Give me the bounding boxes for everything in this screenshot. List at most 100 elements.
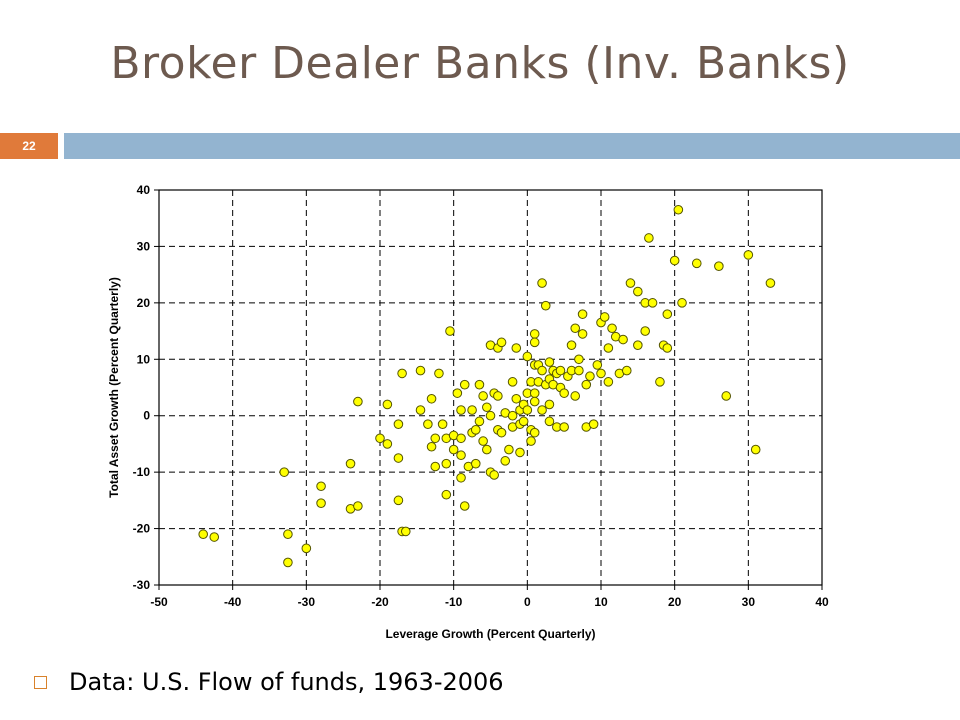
data-point xyxy=(467,405,477,415)
y-axis-label: Total Asset Growth (Percent Quarterly) xyxy=(107,277,121,498)
data-point xyxy=(474,379,485,390)
data-point xyxy=(452,388,463,398)
data-point xyxy=(478,436,488,446)
data-point xyxy=(426,393,437,404)
x-tick-label: -30 xyxy=(298,595,316,609)
data-point xyxy=(283,529,293,540)
data-point xyxy=(448,444,459,455)
data-point xyxy=(511,393,522,404)
data-point xyxy=(574,365,584,376)
data-point xyxy=(430,433,441,444)
data-point xyxy=(500,456,511,466)
x-tick-label: 30 xyxy=(742,595,756,609)
data-point xyxy=(537,278,547,288)
data-point xyxy=(485,410,496,421)
y-tick-label: 10 xyxy=(137,352,151,366)
data-point xyxy=(529,337,540,348)
data-point xyxy=(283,557,293,568)
data-point xyxy=(529,396,540,407)
data-point xyxy=(537,365,547,376)
x-tick-label: 20 xyxy=(668,595,682,609)
data-point xyxy=(441,489,452,500)
x-tick-label: -50 xyxy=(150,595,168,609)
data-point xyxy=(518,416,529,427)
data-point xyxy=(559,388,569,398)
data-point xyxy=(437,419,448,429)
plot-area-frame xyxy=(158,189,823,586)
data-point xyxy=(493,391,503,401)
data-point xyxy=(588,419,599,429)
data-point xyxy=(574,354,584,365)
data-point xyxy=(714,261,724,271)
data-point xyxy=(633,286,643,297)
data-point xyxy=(415,405,426,415)
y-tick-label: -10 xyxy=(133,465,151,479)
data-point xyxy=(625,278,636,288)
bullet-text: Data: U.S. Flow of funds, 1963-2006 xyxy=(69,668,504,696)
data-point xyxy=(400,526,411,537)
data-point xyxy=(522,351,533,362)
data-point xyxy=(445,326,455,336)
data-point xyxy=(585,371,595,382)
data-point xyxy=(529,388,540,398)
data-point xyxy=(522,405,533,415)
data-point xyxy=(507,377,518,387)
data-point xyxy=(511,343,522,353)
y-tick-label: 20 xyxy=(137,296,151,310)
x-axis-label: Leverage Growth (Percent Quarterly) xyxy=(385,627,595,641)
data-point xyxy=(640,326,651,336)
data-point xyxy=(456,472,466,483)
data-point xyxy=(618,334,628,345)
data-point xyxy=(750,444,761,455)
data-point xyxy=(434,368,444,379)
data-point xyxy=(459,379,470,390)
x-tick-label: -10 xyxy=(445,595,463,609)
data-point xyxy=(540,300,551,311)
data-point xyxy=(482,444,492,455)
data-point xyxy=(345,458,356,469)
data-point xyxy=(316,498,326,508)
data-point xyxy=(526,436,536,446)
data-point xyxy=(677,298,687,308)
y-tick-label: 0 xyxy=(143,409,150,423)
data-point xyxy=(577,309,588,319)
data-point xyxy=(555,365,566,376)
data-point xyxy=(456,405,466,415)
data-point xyxy=(691,258,702,269)
data-point xyxy=(669,255,680,266)
data-point xyxy=(426,441,437,452)
data-point xyxy=(474,416,485,427)
data-point xyxy=(456,433,466,444)
chart-grid xyxy=(159,190,822,585)
data-point xyxy=(496,427,507,438)
data-point xyxy=(301,543,312,554)
slide-title: Broker Dealer Banks (Inv. Banks) xyxy=(110,38,850,89)
data-point xyxy=(353,501,363,511)
data-point xyxy=(633,340,643,350)
data-point xyxy=(581,379,592,390)
data-point xyxy=(393,419,404,429)
y-tick-label: -30 xyxy=(133,578,151,592)
data-point xyxy=(489,470,499,480)
data-point xyxy=(577,329,588,339)
x-tick-label: -20 xyxy=(371,595,389,609)
data-point xyxy=(397,368,407,379)
data-point xyxy=(570,323,581,334)
data-point xyxy=(375,433,385,444)
data-point xyxy=(655,377,665,387)
data-point xyxy=(596,368,606,379)
data-point xyxy=(353,396,363,407)
header-bar xyxy=(64,133,960,159)
x-tick-label: -40 xyxy=(224,595,242,609)
data-point xyxy=(470,458,481,469)
data-point xyxy=(382,399,393,410)
data-point xyxy=(441,458,452,469)
y-tick-label: 40 xyxy=(137,183,151,197)
data-point xyxy=(198,529,208,540)
square-bullet-icon xyxy=(34,675,47,689)
data-point xyxy=(504,444,514,455)
data-point xyxy=(662,343,673,353)
x-tick-label: 40 xyxy=(815,595,829,609)
data-point xyxy=(765,278,776,288)
data-point xyxy=(430,461,441,472)
